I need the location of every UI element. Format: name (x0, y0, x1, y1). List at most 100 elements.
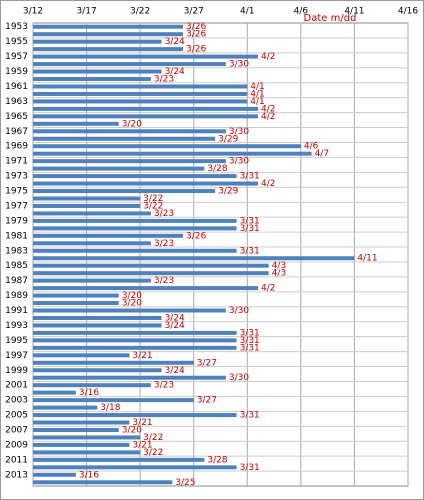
data-label: 3/31 (240, 246, 260, 256)
bar (33, 32, 183, 37)
bar (33, 256, 355, 261)
y-tick-label: 1975 (5, 187, 28, 197)
data-label: 3/18 (100, 403, 120, 413)
y-tick-label: 2005 (5, 411, 28, 421)
data-label: 3/23 (154, 209, 174, 219)
bar (33, 450, 141, 455)
data-label: 3/20 (122, 425, 142, 435)
y-tick-label: 1981 (5, 231, 28, 241)
y-tick-label: 1965 (5, 112, 28, 122)
bar (33, 405, 98, 410)
y-tick-label: 2001 (5, 381, 28, 391)
data-label: 3/26 (186, 231, 206, 241)
bar (33, 159, 226, 164)
bar (33, 278, 151, 283)
bar (33, 62, 226, 67)
bar (33, 129, 226, 134)
data-label: 3/30 (229, 60, 249, 70)
bar (33, 480, 173, 485)
data-label: 3/26 (186, 45, 206, 55)
y-tick-label: 2003 (5, 396, 28, 406)
data-label: 3/31 (240, 343, 260, 353)
bar (33, 106, 258, 111)
bar (33, 54, 258, 59)
y-tick-label: 1987 (5, 276, 28, 286)
bar (33, 427, 119, 432)
bar (33, 77, 151, 82)
data-label: 3/26 (186, 22, 206, 32)
data-label: 3/24 (165, 321, 185, 331)
data-label: 3/25 (175, 478, 195, 488)
bar (33, 166, 205, 171)
bar (33, 47, 183, 52)
data-label: 3/21 (132, 418, 152, 428)
y-tick-label: 1999 (5, 366, 28, 376)
data-label: 3/24 (165, 366, 185, 376)
y-tick-label: 1969 (5, 142, 28, 152)
data-label: 3/30 (229, 306, 249, 316)
bar (33, 211, 151, 216)
bar (33, 218, 237, 223)
data-label: 3/31 (240, 224, 260, 234)
data-label: 3/20 (122, 119, 142, 129)
data-label: 3/22 (143, 433, 163, 443)
bar (33, 435, 141, 440)
bar (33, 203, 141, 208)
x-tick-label: 4/16 (398, 7, 418, 17)
bar (33, 390, 76, 395)
y-tick-label: 1961 (5, 82, 28, 92)
x-tick-label: 4/1 (240, 7, 254, 17)
bar (33, 91, 248, 96)
data-label: 3/21 (132, 440, 152, 450)
bar (33, 24, 183, 29)
bar (33, 293, 119, 298)
bar (33, 181, 258, 186)
data-label: 4/2 (261, 52, 275, 62)
data-label: 3/26 (186, 30, 206, 40)
y-tick-label: 1967 (5, 127, 28, 137)
bar (33, 136, 216, 141)
data-label: 4/6 (304, 142, 319, 152)
x-tick-label: 3/17 (76, 7, 96, 17)
data-label: 4/2 (261, 104, 275, 114)
data-label: 4/2 (261, 179, 275, 189)
y-tick-label: 1979 (5, 216, 28, 226)
data-label: 4/1 (250, 97, 264, 107)
bar (33, 99, 248, 104)
bar (33, 174, 237, 179)
data-label: 4/2 (261, 284, 275, 294)
bar (33, 233, 183, 238)
x-tick-label: 3/12 (23, 7, 43, 17)
data-label: 4/11 (357, 254, 377, 264)
data-label: 3/22 (143, 448, 163, 458)
data-label: 4/3 (272, 269, 286, 279)
data-label: 3/31 (240, 463, 260, 473)
y-tick-label: 2007 (5, 425, 28, 435)
bar (33, 226, 237, 231)
data-label: 4/7 (315, 149, 329, 159)
y-tick-label: 1983 (5, 246, 28, 256)
bar (33, 84, 248, 89)
y-tick-label: 1955 (5, 37, 28, 47)
data-label: 3/23 (154, 381, 174, 391)
bar (33, 472, 76, 477)
y-tick-label: 1973 (5, 172, 28, 182)
bar (33, 301, 119, 306)
data-label: 3/22 (143, 194, 163, 204)
y-tick-label: 1971 (5, 157, 28, 167)
y-tick-label: 2011 (5, 455, 28, 465)
bar (33, 114, 258, 119)
bar (33, 465, 237, 470)
bar (33, 121, 119, 126)
data-label: 3/23 (154, 276, 174, 286)
y-tick-label: 1959 (5, 67, 28, 77)
y-tick-label: 1989 (5, 291, 28, 301)
data-label: 4/1 (250, 82, 264, 92)
data-label: 3/31 (240, 328, 260, 338)
y-tick-label: 1963 (5, 97, 28, 107)
bar (33, 323, 162, 328)
data-label: 3/28 (207, 455, 227, 465)
data-label: 3/22 (143, 201, 163, 211)
bar (33, 315, 162, 320)
